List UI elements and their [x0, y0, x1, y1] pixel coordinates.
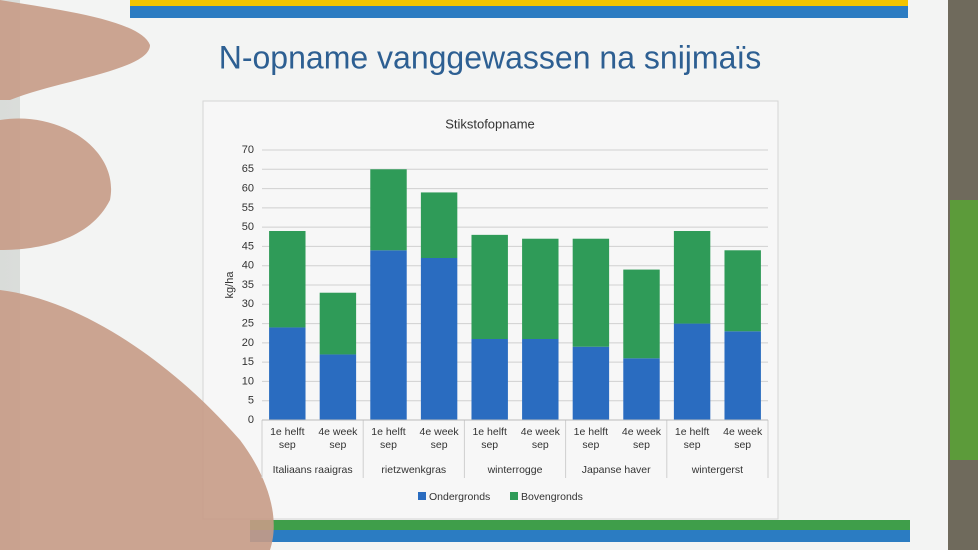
y-tick-label: 30: [242, 298, 254, 310]
x-tick-label-box: 4e week sep: [318, 426, 358, 451]
x-tick-label-box: 1e helft sep: [472, 426, 507, 451]
bar-segment: [623, 358, 660, 420]
bar-segment: [522, 339, 559, 420]
y-tick-label: 60: [242, 182, 254, 194]
x-tick-label-box: 1e helft sep: [674, 426, 710, 451]
y-tick-label: 40: [242, 260, 254, 272]
y-tick-label: 25: [242, 317, 254, 329]
y-tick-label: 55: [242, 202, 254, 214]
group-label: Japanse haver: [582, 464, 651, 476]
stripe: [130, 6, 908, 18]
y-tick-label: 10: [242, 375, 254, 387]
y-tick-label: 65: [242, 163, 254, 175]
x-tick-label: 4e week sep: [419, 426, 459, 451]
y-tick-label: 20: [242, 337, 254, 349]
chart-title: Stikstofopname: [445, 116, 535, 131]
bar-segment: [370, 250, 407, 420]
legend-swatch: [510, 492, 518, 500]
y-tick-label: 35: [242, 279, 254, 291]
bar-segment: [623, 269, 660, 359]
group-label: rietzwenkgras: [381, 464, 446, 476]
y-tick-label: 45: [242, 240, 254, 252]
bar-segment: [319, 292, 357, 355]
poster-title: N-opname vanggewassen na snijmaïs: [219, 39, 762, 75]
bar-segment: [370, 169, 407, 251]
bar-segment: [522, 238, 559, 339]
y-tick-label: 15: [242, 356, 254, 368]
x-tick-label: 1e helft sep: [674, 426, 710, 451]
group-label: Italiaans raaigras: [273, 464, 353, 476]
x-tick-label: 1e helft sep: [270, 426, 305, 451]
x-tick-label-box: 4e week sep: [419, 426, 459, 451]
bar-segment: [420, 258, 458, 420]
bar-segment: [724, 331, 761, 420]
legend-label: Ondergronds: [429, 491, 490, 503]
bar-segment: [269, 231, 306, 328]
x-tick-label-box: 1e helft sep: [371, 426, 406, 451]
legend-swatch: [418, 492, 426, 500]
x-tick-label-box: 4e week sep: [723, 426, 763, 451]
x-tick-label: 4e week sep: [723, 426, 763, 451]
y-tick-label: 5: [248, 395, 254, 407]
bar-segment: [673, 323, 711, 420]
x-tick-label-box: 1e helft sep: [270, 426, 305, 451]
x-tick-label: 4e week sep: [318, 426, 358, 451]
group-label: winterrogge: [487, 464, 543, 476]
bar-segment: [572, 238, 610, 347]
bar-segment: [572, 346, 610, 420]
x-tick-label: 1e helft sep: [472, 426, 507, 451]
bar-segment: [420, 192, 458, 258]
bar-segment: [673, 231, 711, 324]
x-tick-label-box: 1e helft sep: [573, 426, 609, 451]
bar-segment: [724, 250, 761, 332]
y-tick-label: 50: [242, 221, 254, 233]
stripe: [130, 0, 908, 6]
group-label: wintergerst: [691, 464, 743, 476]
wall-panel: [950, 200, 978, 460]
x-tick-label: 4e week sep: [520, 426, 560, 451]
bar-segment: [319, 354, 357, 420]
hand: [0, 0, 274, 550]
y-tick-label: 0: [248, 414, 254, 426]
x-tick-label-box: 4e week sep: [621, 426, 662, 451]
bar-segment: [269, 327, 306, 420]
stripe: [250, 530, 910, 542]
stripe: [250, 520, 910, 530]
x-tick-label: 4e week sep: [621, 426, 662, 451]
x-tick-label: 1e helft sep: [573, 426, 609, 451]
bar-segment: [471, 234, 508, 339]
bar-segment: [471, 339, 508, 420]
x-tick-label: 1e helft sep: [371, 426, 406, 451]
y-axis-label: kg/ha: [224, 271, 236, 299]
legend-label: Bovengronds: [521, 491, 583, 503]
y-tick-label: 70: [242, 144, 254, 156]
x-tick-label-box: 4e week sep: [520, 426, 560, 451]
